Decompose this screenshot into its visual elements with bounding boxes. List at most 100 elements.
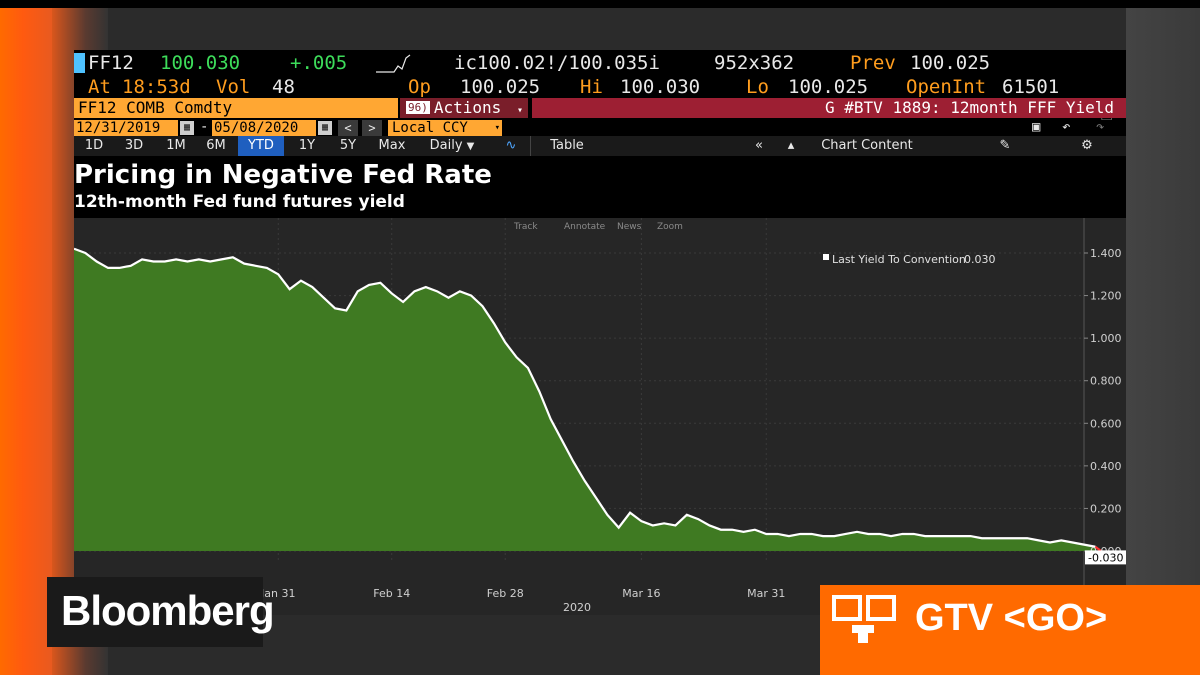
top-border <box>0 0 1200 8</box>
range-3d-button[interactable]: 3D <box>124 138 144 153</box>
actions-dropdown-icon: ▾ <box>516 105 523 116</box>
x-tick-label: Feb 28 <box>487 587 524 600</box>
chart-content-icon[interactable]: ▴ <box>787 138 795 153</box>
bloomberg-logo-text: Bloomberg <box>61 587 275 634</box>
next-period-button[interactable]: > <box>362 120 382 136</box>
vol-value: 48 <box>272 76 295 98</box>
currency-value: Local CCY <box>392 120 468 136</box>
x-tick-label: Mar 16 <box>622 587 660 600</box>
open-interest-value: 61501 <box>1002 76 1060 98</box>
toolbar-divider <box>530 136 531 156</box>
yield-chart: 1.4001.2001.0000.8000.6000.4000.2000.000… <box>74 218 1126 615</box>
chart-title: Pricing in Negative Fed Rate <box>74 160 492 190</box>
date-range-dash: - <box>200 119 209 135</box>
legend-value: 0.030 <box>964 253 996 266</box>
y-tick-label: 0.800 <box>1090 375 1122 388</box>
gtv-banner: GTV <GO> <box>820 585 1200 675</box>
y-tick-label: 1.000 <box>1090 332 1122 345</box>
range-toolbar: 1D 3D 1M 6M YTD 1Y 5Y Max Daily ▼ ∿ Tabl… <box>74 136 1126 156</box>
table-button[interactable]: Table <box>550 138 584 153</box>
end-date-field[interactable]: 05/08/2020 <box>212 120 316 136</box>
chart-tool-strip: Track Annotate News Zoom <box>513 222 683 232</box>
tool-news[interactable]: News <box>617 222 642 232</box>
x-tick-label: Feb 14 <box>373 587 410 600</box>
x-tick-label: Jan 31 <box>260 587 295 600</box>
prev-value: 100.025 <box>910 52 991 74</box>
tool-annotate[interactable]: Annotate <box>564 222 606 232</box>
start-date-field[interactable]: 12/31/2019 <box>74 120 178 136</box>
chart-content-button[interactable]: Chart Content <box>821 138 913 153</box>
security-bar: FF12 COMB Comdty 96) Actions ▾ G #BTV 188… <box>74 98 1126 118</box>
studio-background-right <box>1126 8 1200 675</box>
bid-ask-size: 952x362 <box>714 52 795 74</box>
quote-row-2: At 18:53d Vol 48 Op 100.025 Hi 100.030 L… <box>74 76 1126 123</box>
quote-row-1: FF12 100.030 +.005 ic100.02!/100.035i 95… <box>74 50 1126 76</box>
present-icon[interactable]: ▣ <box>1032 119 1041 135</box>
studio-background-left <box>0 8 52 675</box>
last-value-badge <box>1085 550 1126 565</box>
bloomberg-logo: Bloomberg <box>47 577 275 647</box>
redo-icon[interactable]: ↷ <box>1096 119 1105 135</box>
at-label: At <box>88 76 111 98</box>
monitor-icon <box>832 595 896 643</box>
range-6m-button[interactable]: 6M <box>206 138 226 153</box>
start-calendar-icon[interactable]: ▦ <box>180 121 194 135</box>
low-value: 100.025 <box>788 76 869 98</box>
actions-number: 96) <box>406 101 430 114</box>
frequency-dropdown-icon: ▼ <box>466 141 475 152</box>
terminal-window: FF12 100.030 +.005 ic100.02!/100.035i 95… <box>74 50 1126 615</box>
range-1m-button[interactable]: 1M <box>166 138 186 153</box>
undo-icon[interactable]: ↶ <box>1062 119 1071 135</box>
settings-gear-icon[interactable]: ⚙ <box>1081 138 1093 153</box>
open-interest-label: OpenInt <box>906 76 987 98</box>
currency-dropdown-icon: ▾ <box>494 123 500 133</box>
tool-track[interactable]: Track <box>513 222 538 232</box>
date-bar: 12/31/2019 ▦ - 05/08/2020 ▦ < > Local CC… <box>74 118 1126 137</box>
vol-label: Vol <box>216 76 251 98</box>
last-value-label: -0.030 <box>1088 551 1123 564</box>
edit-chart-icon[interactable]: ✎ <box>999 138 1011 153</box>
quote-time: 18:53d <box>122 76 191 98</box>
y-tick-label: 0.400 <box>1090 460 1122 473</box>
range-1d-button[interactable]: 1D <box>84 138 104 153</box>
collapse-panel-button[interactable]: « <box>755 138 763 153</box>
ticker-symbol[interactable]: FF12 <box>88 52 134 74</box>
frequency-value: Daily <box>429 138 463 153</box>
range-1y-button[interactable]: 1Y <box>298 138 316 153</box>
area-fill <box>74 248 1096 551</box>
high-label: Hi <box>580 76 603 98</box>
high-value: 100.030 <box>620 76 701 98</box>
previous-period-button[interactable]: < <box>338 120 358 136</box>
chart-subtitle: 12th-month Fed fund futures yield <box>74 192 405 212</box>
range-max-button[interactable]: Max <box>378 138 406 153</box>
open-value: 100.025 <box>460 76 541 98</box>
range-5y-button[interactable]: 5Y <box>339 138 357 153</box>
low-label: Lo <box>746 76 769 98</box>
bid-ask-values: ic100.02!/100.035i <box>454 52 660 74</box>
x-year-label: 2020 <box>563 601 591 614</box>
currency-select[interactable]: Local CCY ▾ <box>388 120 502 136</box>
security-field[interactable]: FF12 COMB Comdty <box>74 98 398 118</box>
y-tick-label: 0.600 <box>1090 417 1122 430</box>
y-tick-label: 1.200 <box>1090 290 1122 303</box>
actions-label: Actions <box>433 98 502 117</box>
frequency-select[interactable]: Daily ▼ <box>420 136 484 156</box>
chart-function-title: G #BTV 1889: 12month FFF Yield <box>532 98 1126 118</box>
end-calendar-icon[interactable]: ▦ <box>318 121 332 135</box>
tool-zoom[interactable]: Zoom <box>657 222 683 232</box>
chart-area: 1.4001.2001.0000.8000.6000.4000.2000.000… <box>74 218 1126 615</box>
actions-menu[interactable]: 96) Actions ▾ <box>400 98 528 118</box>
sparkline-icon <box>376 54 411 73</box>
line-chart-icon[interactable]: ∿ <box>505 138 517 153</box>
range-ytd-button[interactable]: YTD <box>238 136 284 156</box>
last-price: 100.030 <box>160 52 241 74</box>
x-tick-label: Mar 31 <box>747 587 785 600</box>
legend-label[interactable]: Last Yield To Convention <box>832 253 966 266</box>
gtv-command: GTV <GO> <box>915 597 1108 639</box>
legend-swatch <box>823 254 829 260</box>
y-tick-label: 0.200 <box>1090 502 1122 515</box>
prev-label: Prev <box>850 52 896 74</box>
yield-line <box>74 247 1096 548</box>
security-marker <box>74 53 85 73</box>
y-tick-label: 1.400 <box>1090 247 1122 260</box>
